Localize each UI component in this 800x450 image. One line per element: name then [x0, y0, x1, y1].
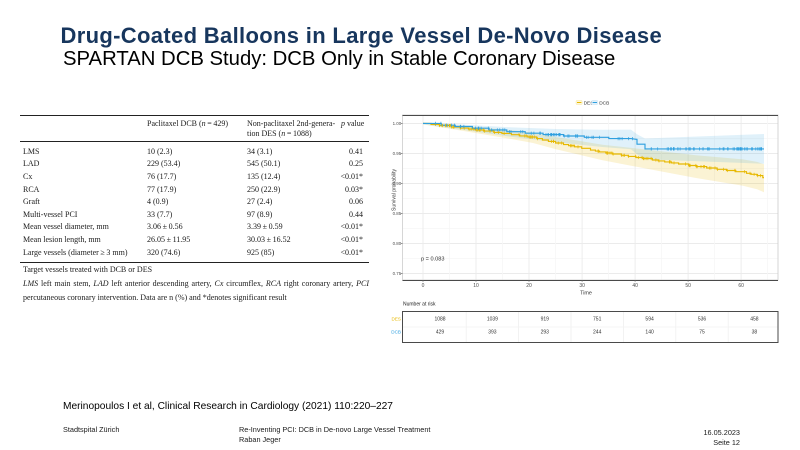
svg-text:DES: DES	[584, 100, 594, 106]
svg-text:1039: 1039	[487, 317, 498, 323]
svg-text:75: 75	[699, 330, 705, 336]
svg-text:p = 0.083: p = 0.083	[421, 257, 444, 263]
svg-text:140: 140	[645, 330, 654, 336]
svg-text:393: 393	[488, 330, 497, 336]
svg-text:20: 20	[526, 283, 532, 289]
svg-text:DCB: DCB	[391, 330, 401, 335]
svg-text:0: 0	[422, 283, 425, 289]
svg-text:Time: Time	[580, 291, 592, 297]
svg-text:60: 60	[738, 283, 744, 289]
svg-text:1.00: 1.00	[393, 121, 402, 126]
svg-text:429: 429	[436, 330, 445, 336]
svg-text:594: 594	[645, 317, 654, 323]
svg-text:0.95: 0.95	[393, 151, 402, 156]
svg-text:458: 458	[750, 317, 759, 323]
svg-text:38: 38	[752, 330, 758, 336]
svg-text:0.85: 0.85	[393, 211, 402, 216]
svg-text:40: 40	[632, 283, 638, 289]
svg-text:244: 244	[593, 330, 602, 336]
svg-text:Survival probability: Survival probability	[392, 169, 398, 211]
svg-text:30: 30	[579, 283, 585, 289]
svg-text:1088: 1088	[434, 317, 445, 323]
svg-text:0.80: 0.80	[393, 241, 402, 246]
svg-text:0.75: 0.75	[393, 271, 402, 276]
svg-text:536: 536	[698, 317, 707, 323]
svg-text:0.90: 0.90	[393, 181, 402, 186]
svg-text:Number at risk: Number at risk	[403, 301, 436, 307]
svg-text:DCB: DCB	[599, 100, 609, 106]
svg-text:50: 50	[685, 283, 691, 289]
svg-text:DES: DES	[392, 317, 401, 322]
svg-text:10: 10	[473, 283, 479, 289]
svg-text:751: 751	[593, 317, 602, 323]
svg-text:293: 293	[541, 330, 550, 336]
svg-text:919: 919	[541, 317, 550, 323]
